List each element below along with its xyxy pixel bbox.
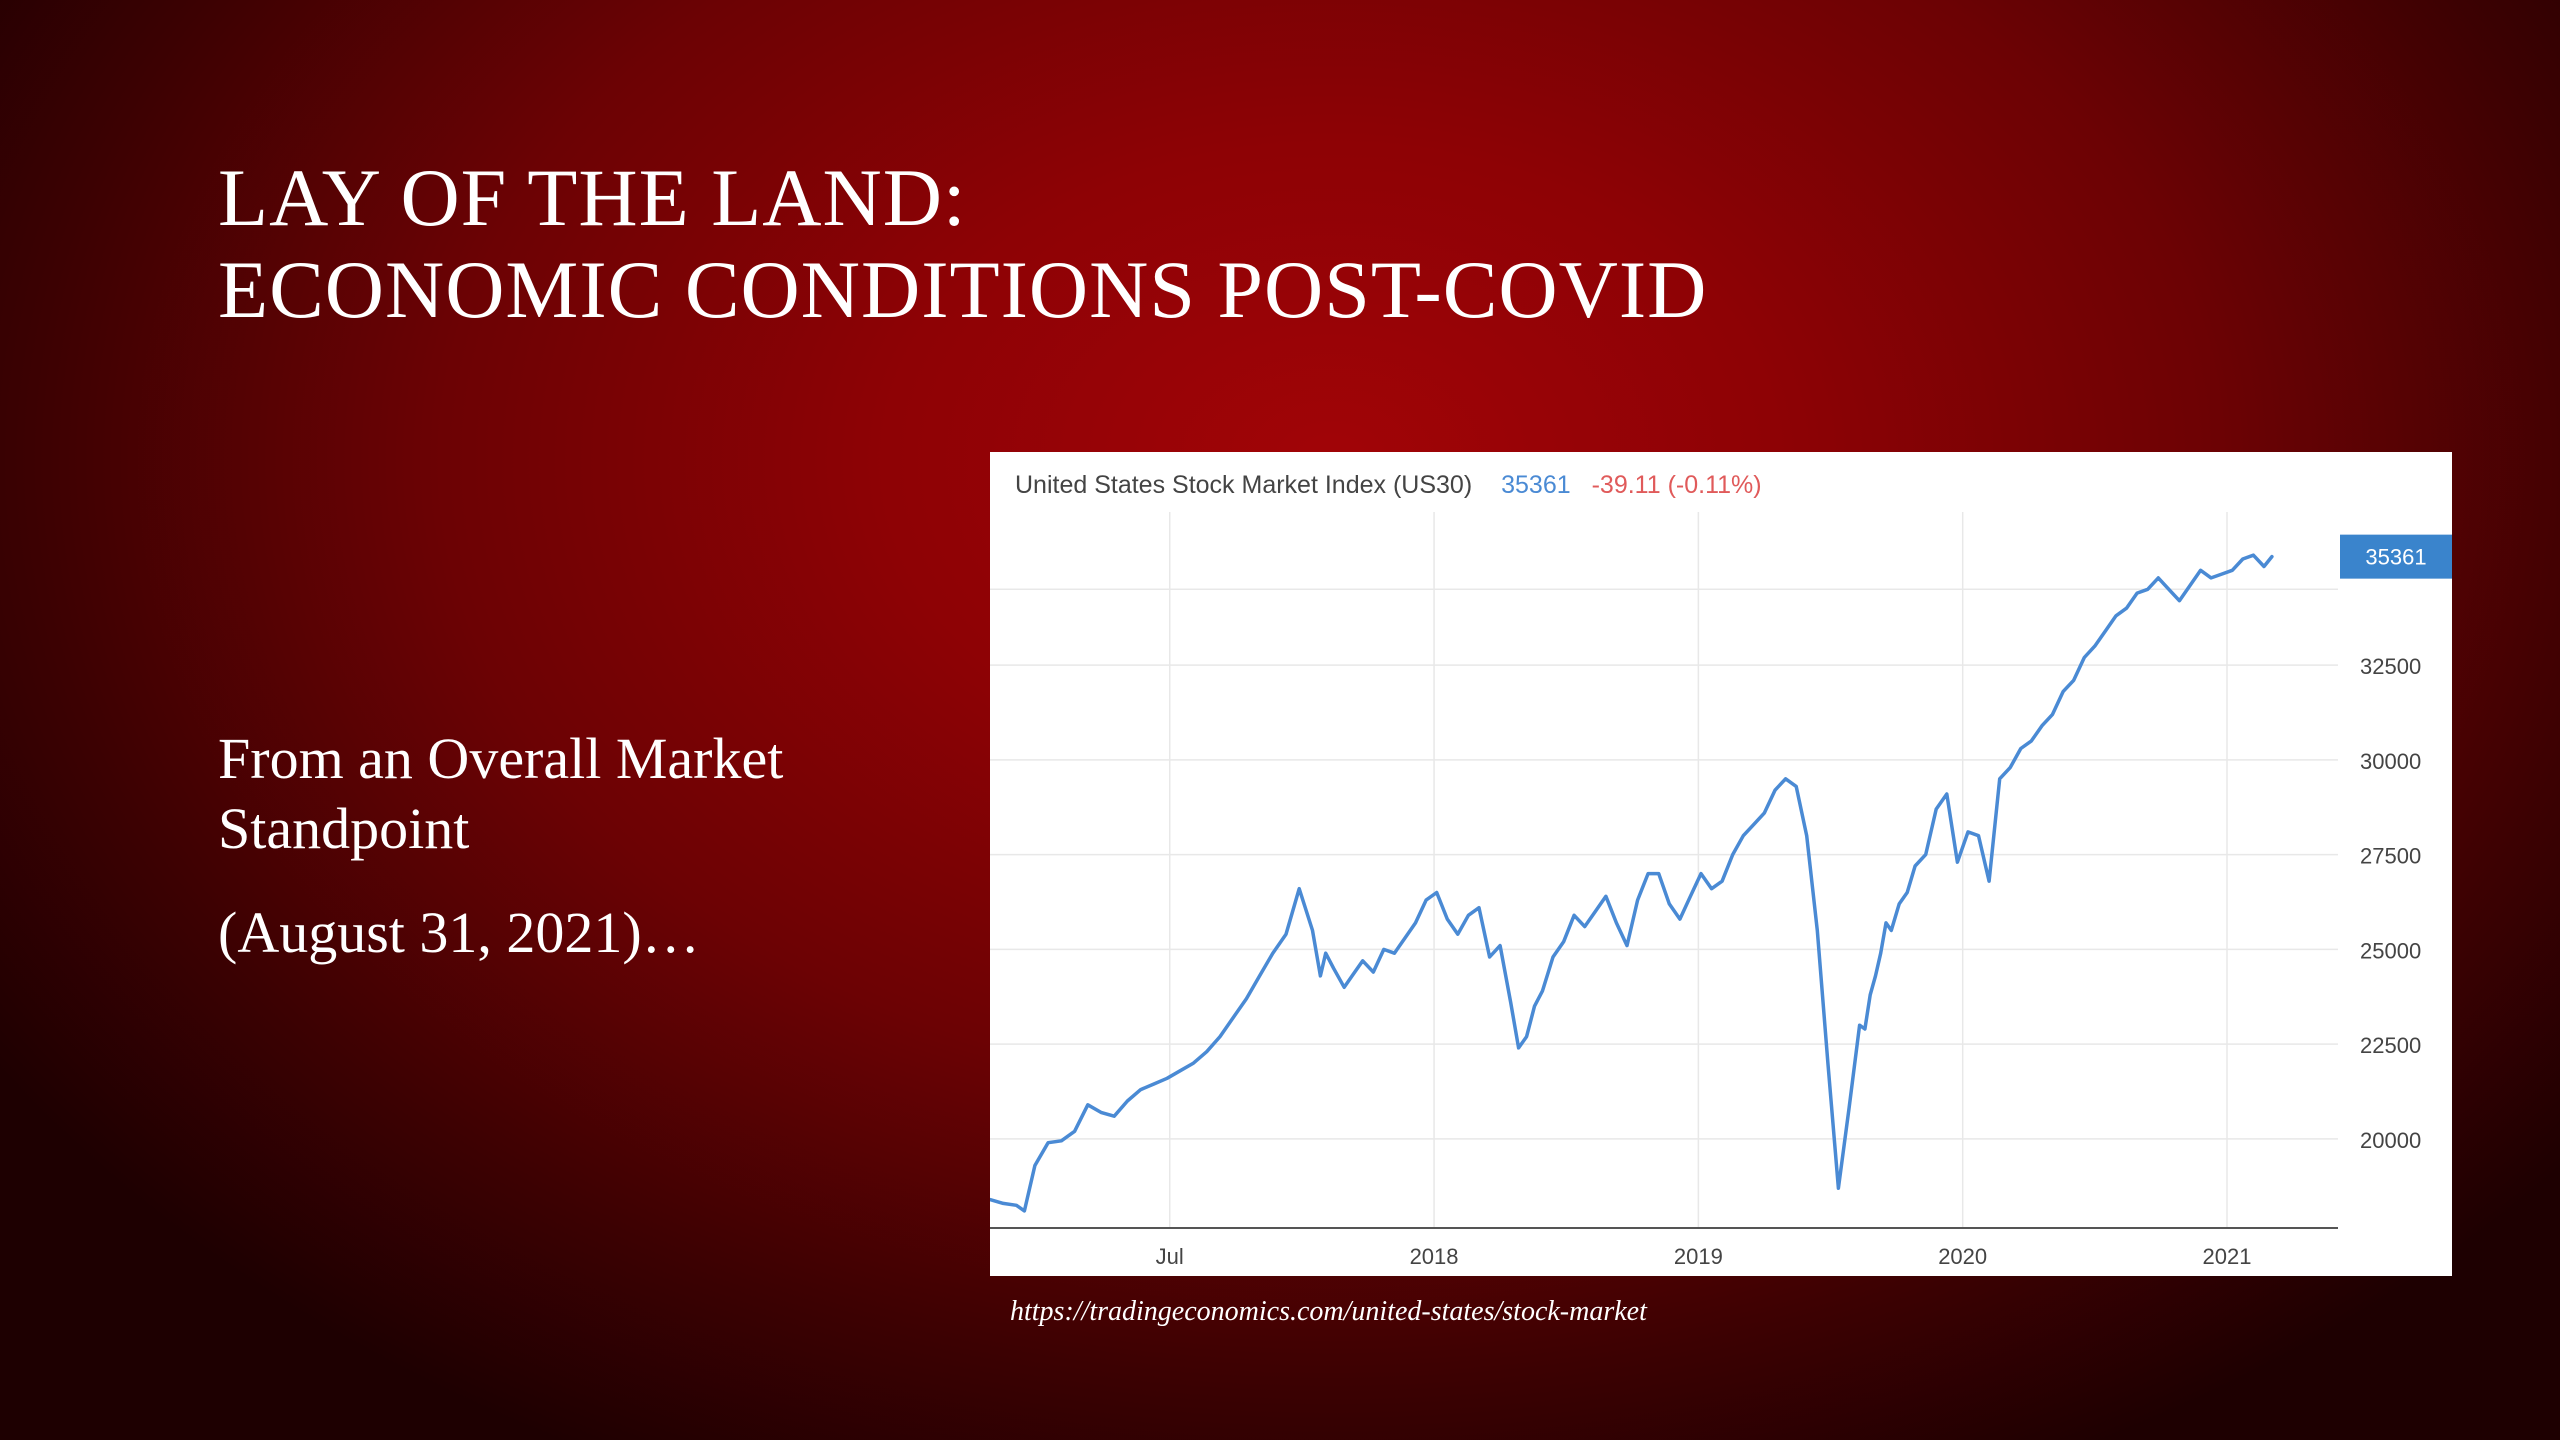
chart-axes: 20000 22500 25000 27500 30000 32500 Jul 2018 201… <box>990 654 2421 1269</box>
y-tick-label: 27500 <box>2360 844 2421 869</box>
x-tick-label: 2019 <box>1674 1244 1723 1269</box>
series-line <box>990 553 2274 1213</box>
y-tick-label: 25000 <box>2360 938 2421 963</box>
y-tick-label: 32500 <box>2360 654 2421 679</box>
y-tick-label: 30000 <box>2360 749 2421 774</box>
slide-title-line-2: ECONOMIC CONDITIONS POST-COVID <box>218 244 1708 335</box>
chart-change-text: -39.11 (-0.11%) <box>1591 471 1762 499</box>
x-tick-label: 2018 <box>1410 1244 1459 1269</box>
last-value-badge-label: 35361 <box>2365 545 2426 570</box>
chart-series-layer <box>990 553 2274 1213</box>
slide-title: LAY OF THE LAND: ECONOMIC CONDITIONS POS… <box>218 152 1707 336</box>
chart-grid <box>990 512 2338 1228</box>
chart-card: 20000 22500 25000 27500 30000 32500 Jul 2018 201… <box>990 452 2452 1276</box>
body-line-date: (August 31, 2021)… <box>218 900 700 965</box>
chart-title: United States Stock Market Index (US30) <box>1015 471 1473 499</box>
y-tick-label: 22500 <box>2360 1033 2421 1058</box>
x-tick-label: Jul <box>1156 1244 1184 1269</box>
source-link[interactable]: https://tradingeconomics.com/united-stat… <box>1010 1296 1647 1327</box>
last-value-badge <box>2340 534 2452 579</box>
y-tick-label: 20000 <box>2360 1128 2421 1153</box>
x-tick-label: 2020 <box>1938 1244 1987 1269</box>
chart-last-value-text: 35361 <box>1501 471 1571 499</box>
chart-header: United States Stock Market Index (US30) … <box>1015 469 1762 501</box>
chart-last-value: 35361 <box>2340 534 2452 579</box>
slide-title-line-1: LAY OF THE LAND: <box>218 152 967 243</box>
x-tick-label: 2021 <box>2203 1244 2252 1269</box>
body-line-market-standpoint: From an Overall Market Standpoint <box>218 726 784 861</box>
slide-body: From an Overall Market Standpoint (Augus… <box>218 724 978 968</box>
chart-svg: 20000 22500 25000 27500 30000 32500 Jul 2018 201… <box>990 512 2452 1269</box>
